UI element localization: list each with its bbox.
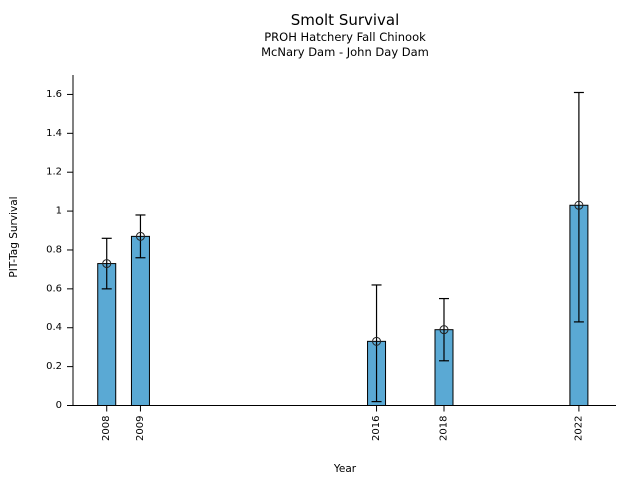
x-tick-label: 2009 xyxy=(135,416,146,441)
value-marker xyxy=(102,259,112,269)
x-tick-label: 2008 xyxy=(101,416,112,441)
y-tick-label: 0.6 xyxy=(46,283,62,294)
y-tick-label: 1.4 xyxy=(46,128,62,139)
value-marker xyxy=(135,231,145,241)
chart-subtitle-2: McNary Dam - John Day Dam xyxy=(261,45,429,59)
value-marker xyxy=(372,336,382,346)
x-tick-label: 2018 xyxy=(438,416,449,441)
y-tick-label: 1.2 xyxy=(46,167,62,178)
value-marker xyxy=(574,200,584,210)
chart-title: Smolt Survival xyxy=(290,11,400,29)
y-tick-label: 1.6 xyxy=(46,89,62,100)
x-tick-label: 2022 xyxy=(573,416,584,441)
x-axis-label: Year xyxy=(333,463,357,475)
y-tick-label: 0.4 xyxy=(46,322,62,333)
y-tick-label: 0.8 xyxy=(46,244,62,255)
y-tick-label: 1 xyxy=(56,206,62,217)
value-marker xyxy=(439,325,449,335)
chart-subtitle-1: PROH Hatchery Fall Chinook xyxy=(264,30,426,44)
y-tick-label: 0 xyxy=(56,400,62,411)
y-tick-label: 0.2 xyxy=(46,361,62,372)
bar-2009 xyxy=(130,235,150,406)
x-tick-label: 2016 xyxy=(371,416,382,441)
